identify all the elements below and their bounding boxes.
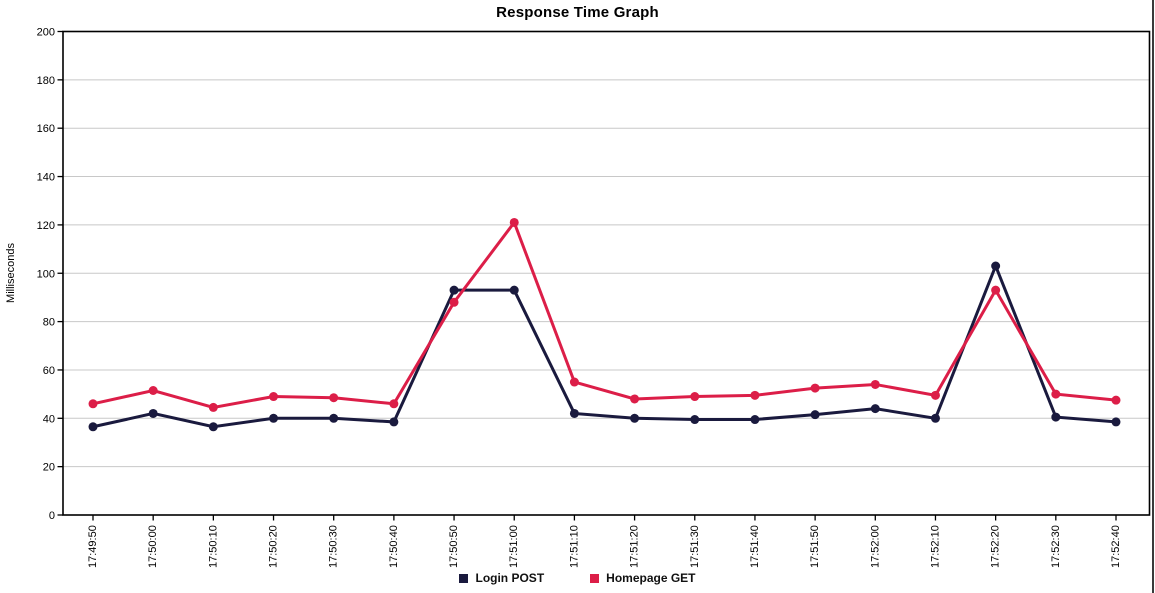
data-point: [208, 402, 218, 412]
data-point: [690, 392, 700, 402]
x-tick-label: 17:50:10: [207, 525, 219, 568]
data-point: [269, 392, 279, 402]
y-tick-label: 200: [37, 27, 55, 39]
data-point: [630, 413, 640, 423]
x-tick-label: 17:49:50: [87, 525, 99, 568]
data-point: [630, 394, 640, 404]
x-tick-label: 17:50:20: [268, 525, 280, 568]
chart-legend: Login POST Homepage GET: [0, 569, 1155, 587]
y-tick-label: 160: [37, 123, 55, 135]
data-point: [1111, 395, 1121, 405]
x-tick-label: 17:50:30: [328, 525, 340, 568]
x-axis-ticks: 17:49:50 17:50:00 17:50:10 17:50:20 17:50:30…: [87, 515, 1122, 568]
data-point: [870, 379, 880, 389]
series-login-post: [88, 261, 1121, 432]
window-right-border: [1152, 0, 1154, 593]
y-tick-label: 140: [37, 172, 55, 184]
chart-title: Response Time Graph: [496, 4, 659, 21]
y-tick-label: 40: [43, 413, 55, 425]
data-point: [1051, 389, 1061, 399]
data-point: [389, 417, 399, 427]
x-tick-label: 17:52:10: [929, 525, 941, 568]
data-point: [269, 413, 279, 423]
series-line: [92, 219, 1117, 409]
data-point: [690, 415, 700, 425]
data-point: [148, 385, 158, 395]
x-tick-label: 17:51:20: [629, 525, 641, 568]
data-point: [88, 399, 98, 409]
legend-label: Homepage GET: [606, 571, 696, 585]
data-point: [930, 390, 940, 400]
y-tick-label: 180: [37, 75, 55, 87]
legend-item: Login POST: [459, 571, 544, 585]
chart-canvas: 0 20 40 60 80 100 120 140 160 180 200 17:49:50 17:50…: [37, 27, 1151, 568]
legend-swatch-icon: [459, 573, 469, 583]
data-point: [569, 377, 579, 387]
data-point: [750, 390, 760, 400]
y-tick-label: 60: [43, 365, 55, 377]
data-point: [389, 399, 399, 409]
x-tick-label: 17:52:00: [869, 525, 881, 568]
data-point: [329, 393, 339, 403]
legend-swatch-icon: [590, 573, 600, 583]
x-tick-label: 17:51:00: [508, 525, 520, 568]
data-point: [1111, 417, 1121, 427]
data-point: [930, 413, 940, 423]
data-point: [810, 383, 820, 393]
y-tick-label: 120: [37, 220, 55, 232]
data-point: [810, 410, 820, 420]
x-tick-label: 17:52:40: [1110, 525, 1122, 568]
data-point: [208, 422, 218, 432]
data-point: [509, 217, 519, 227]
data-point: [870, 404, 880, 414]
x-tick-label: 17:52:30: [1050, 525, 1062, 568]
y-tick-label: 20: [43, 462, 55, 474]
data-point: [509, 285, 519, 295]
data-point: [1051, 412, 1061, 422]
y-tick-label: 80: [43, 317, 55, 329]
x-tick-label: 17:50:50: [448, 525, 460, 568]
data-point: [991, 285, 1001, 295]
x-tick-label: 17:52:20: [990, 525, 1002, 568]
data-point: [569, 408, 579, 418]
x-tick-label: 17:51:10: [568, 525, 580, 568]
y-tick-label: 100: [37, 268, 55, 280]
data-point: [449, 297, 459, 307]
x-tick-label: 17:51:30: [689, 525, 701, 568]
x-tick-label: 17:51:40: [749, 525, 761, 568]
gridlines: [63, 79, 1150, 468]
x-tick-label: 17:50:00: [147, 525, 159, 568]
legend-item: Homepage GET: [590, 571, 696, 585]
data-point: [449, 285, 459, 295]
x-tick-label: 17:50:40: [388, 525, 400, 568]
data-point: [148, 408, 158, 418]
legend-label: Login POST: [475, 571, 545, 585]
series-homepage-get: [88, 217, 1121, 412]
data-point: [991, 261, 1001, 271]
data-point: [329, 413, 339, 423]
y-axis-ticks: 0 20 40 60 80 100 120 140 160 180 200: [37, 27, 63, 522]
data-point: [88, 422, 98, 432]
y-tick-label: 0: [49, 510, 55, 522]
x-tick-label: 17:51:50: [809, 525, 821, 568]
data-point: [750, 415, 760, 425]
series-line: [92, 261, 1117, 429]
